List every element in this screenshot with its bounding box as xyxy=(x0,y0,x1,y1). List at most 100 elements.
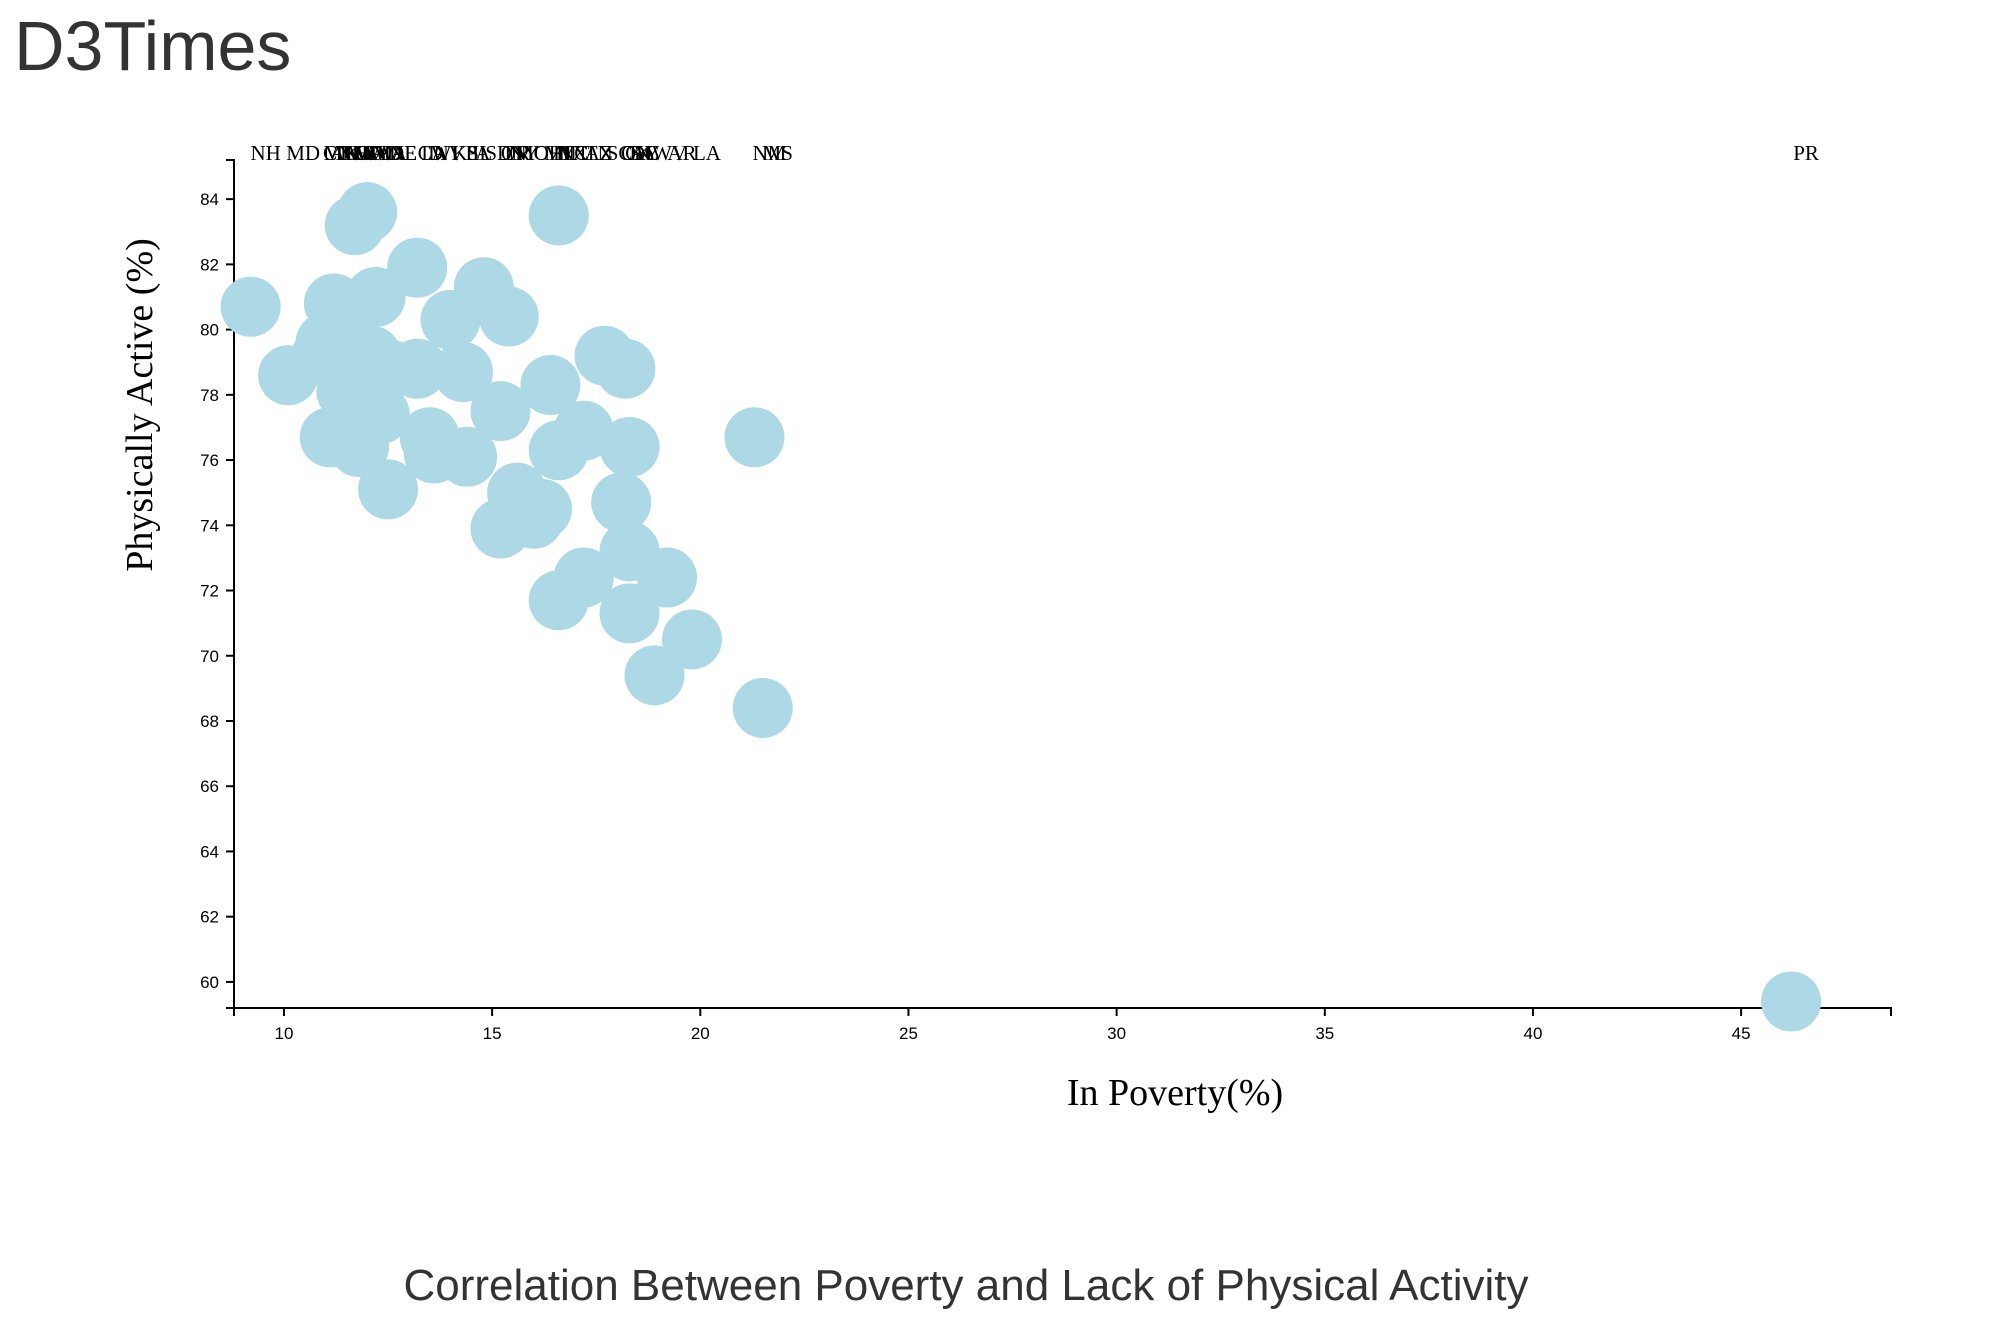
data-point-ar[interactable] xyxy=(636,547,697,608)
x-axis-ticks: 10 15 20 25 30 35 40 45 xyxy=(274,1008,1751,1043)
state-label-wa: WA xyxy=(374,141,407,165)
state-label-il: IL xyxy=(472,141,492,165)
state-label-tn: TN xyxy=(585,141,613,165)
data-point-ia[interactable] xyxy=(349,384,410,445)
state-label-ak: AK xyxy=(330,141,360,165)
state-label-tx: TX xyxy=(560,141,588,165)
state-label-hi: HI xyxy=(354,141,376,165)
scatter-chart: 60 62 64 66 68 70 72 74 76 78 80 82 84 10 15 20 25 30 35 4… xyxy=(119,141,1892,1114)
state-label-ia: IA xyxy=(384,141,407,165)
chart-axes: 60 62 64 66 68 70 72 74 76 78 80 82 84 10 15 20 25 30 35 4… xyxy=(200,159,1892,1043)
x-tick-label: 20 xyxy=(691,1024,710,1043)
state-label-az: AZ xyxy=(585,141,613,165)
data-point-vt[interactable] xyxy=(337,182,398,243)
x-tick-label: 15 xyxy=(483,1024,502,1043)
y-axis-title: Physically Active (%) xyxy=(119,238,161,571)
data-point-ny[interactable] xyxy=(478,286,539,347)
state-label-nj: NJ xyxy=(337,141,360,165)
x-tick-label: 35 xyxy=(1315,1024,1334,1043)
state-label-nm: NM xyxy=(752,141,786,165)
state-label-ok: OK xyxy=(621,141,651,165)
x-axis-line xyxy=(233,1007,1892,1016)
y-tick-label: 66 xyxy=(200,777,219,796)
state-label-mn: MN xyxy=(324,141,358,165)
data-point-id[interactable] xyxy=(387,338,448,399)
state-label-ga: GA xyxy=(625,141,656,165)
data-points xyxy=(220,182,1822,1032)
state-label-md: MD xyxy=(286,141,320,165)
y-tick-label: 64 xyxy=(200,842,219,861)
state-label-ca: CA xyxy=(418,141,448,165)
data-point-il[interactable] xyxy=(437,426,498,487)
data-point-la[interactable] xyxy=(661,609,722,670)
state-label-ks: KS xyxy=(452,141,479,165)
y-tick-label: 60 xyxy=(200,973,219,992)
data-point-ok[interactable] xyxy=(591,472,652,533)
state-label-nv: NV xyxy=(434,141,464,165)
y-tick-label: 68 xyxy=(200,712,219,731)
data-point-pr[interactable] xyxy=(1761,971,1822,1032)
state-label-pa: PA xyxy=(466,141,492,165)
state-label-de: DE xyxy=(389,141,417,165)
data-point-nh[interactable] xyxy=(220,276,281,337)
state-label-in: IN xyxy=(504,141,526,165)
data-point-al[interactable] xyxy=(599,583,660,644)
data-point-az[interactable] xyxy=(553,400,614,461)
state-label-wy: WY xyxy=(356,141,391,165)
state-label-pr: PR xyxy=(1793,141,1819,165)
state-label-al: AL xyxy=(631,141,659,165)
y-tick-label: 80 xyxy=(200,321,219,340)
state-label-sc: SC xyxy=(607,141,633,165)
y-tick-label: 72 xyxy=(200,582,219,601)
data-point-fl[interactable] xyxy=(520,355,581,416)
state-label-ne: NE xyxy=(389,141,417,165)
x-axis-title: In Poverty(%) xyxy=(1067,1072,1283,1114)
data-point-wa[interactable] xyxy=(345,266,406,327)
data-point-ga[interactable] xyxy=(595,338,656,399)
page-title: D3Times xyxy=(14,7,292,85)
data-point-nm[interactable] xyxy=(724,407,785,468)
chart-caption: Correlation Between Poverty and Lack of … xyxy=(403,1261,1529,1310)
state-label-mt: MT xyxy=(558,141,590,165)
data-point-ca[interactable] xyxy=(387,237,448,298)
state-label-co: CO xyxy=(355,141,384,165)
x-tick-label: 30 xyxy=(1107,1024,1126,1043)
y-tick-label: 84 xyxy=(200,190,219,209)
state-label-nd: ND xyxy=(371,141,401,165)
data-point-pa[interactable] xyxy=(432,342,493,402)
state-label-dc: DC xyxy=(630,141,659,165)
state-label-ms: MS xyxy=(763,141,793,165)
data-point-wv[interactable] xyxy=(624,645,685,706)
state-label-nh: NH xyxy=(250,141,280,165)
state-label-wv: WV xyxy=(652,141,687,165)
data-point-mt[interactable] xyxy=(528,185,589,246)
data-point-dc[interactable] xyxy=(599,417,660,478)
data-point-tn[interactable] xyxy=(553,547,614,608)
data-point-mi[interactable] xyxy=(512,478,573,539)
state-label-ky: KY xyxy=(629,141,659,165)
state-label-mo: MO xyxy=(515,141,549,165)
data-point-de[interactable] xyxy=(358,459,419,520)
state-label-nc: NC xyxy=(559,141,588,165)
x-tick-label: 25 xyxy=(899,1024,918,1043)
state-label-va: VA xyxy=(348,141,376,165)
y-axis-line xyxy=(226,159,235,1009)
x-tick-label: 45 xyxy=(1732,1024,1751,1043)
state-label-id: ID xyxy=(421,141,443,165)
state-label-mi: MI xyxy=(544,141,570,165)
data-point-ms[interactable] xyxy=(732,677,793,738)
state-label-ct: CT xyxy=(323,141,350,165)
y-tick-label: 74 xyxy=(200,516,219,535)
y-tick-label: 70 xyxy=(200,647,219,666)
state-label-fl: FL xyxy=(553,141,578,165)
state-label-sd: SD xyxy=(485,141,512,165)
state-label-la: LA xyxy=(693,141,722,165)
data-point-or[interactable] xyxy=(470,381,531,442)
y-tick-label: 78 xyxy=(200,386,219,405)
y-tick-label: 62 xyxy=(200,908,219,927)
state-label-or: OR xyxy=(501,141,530,165)
state-label-vt: VT xyxy=(368,141,396,165)
state-label-ma: MA xyxy=(353,141,388,165)
y-tick-label: 76 xyxy=(200,451,219,470)
